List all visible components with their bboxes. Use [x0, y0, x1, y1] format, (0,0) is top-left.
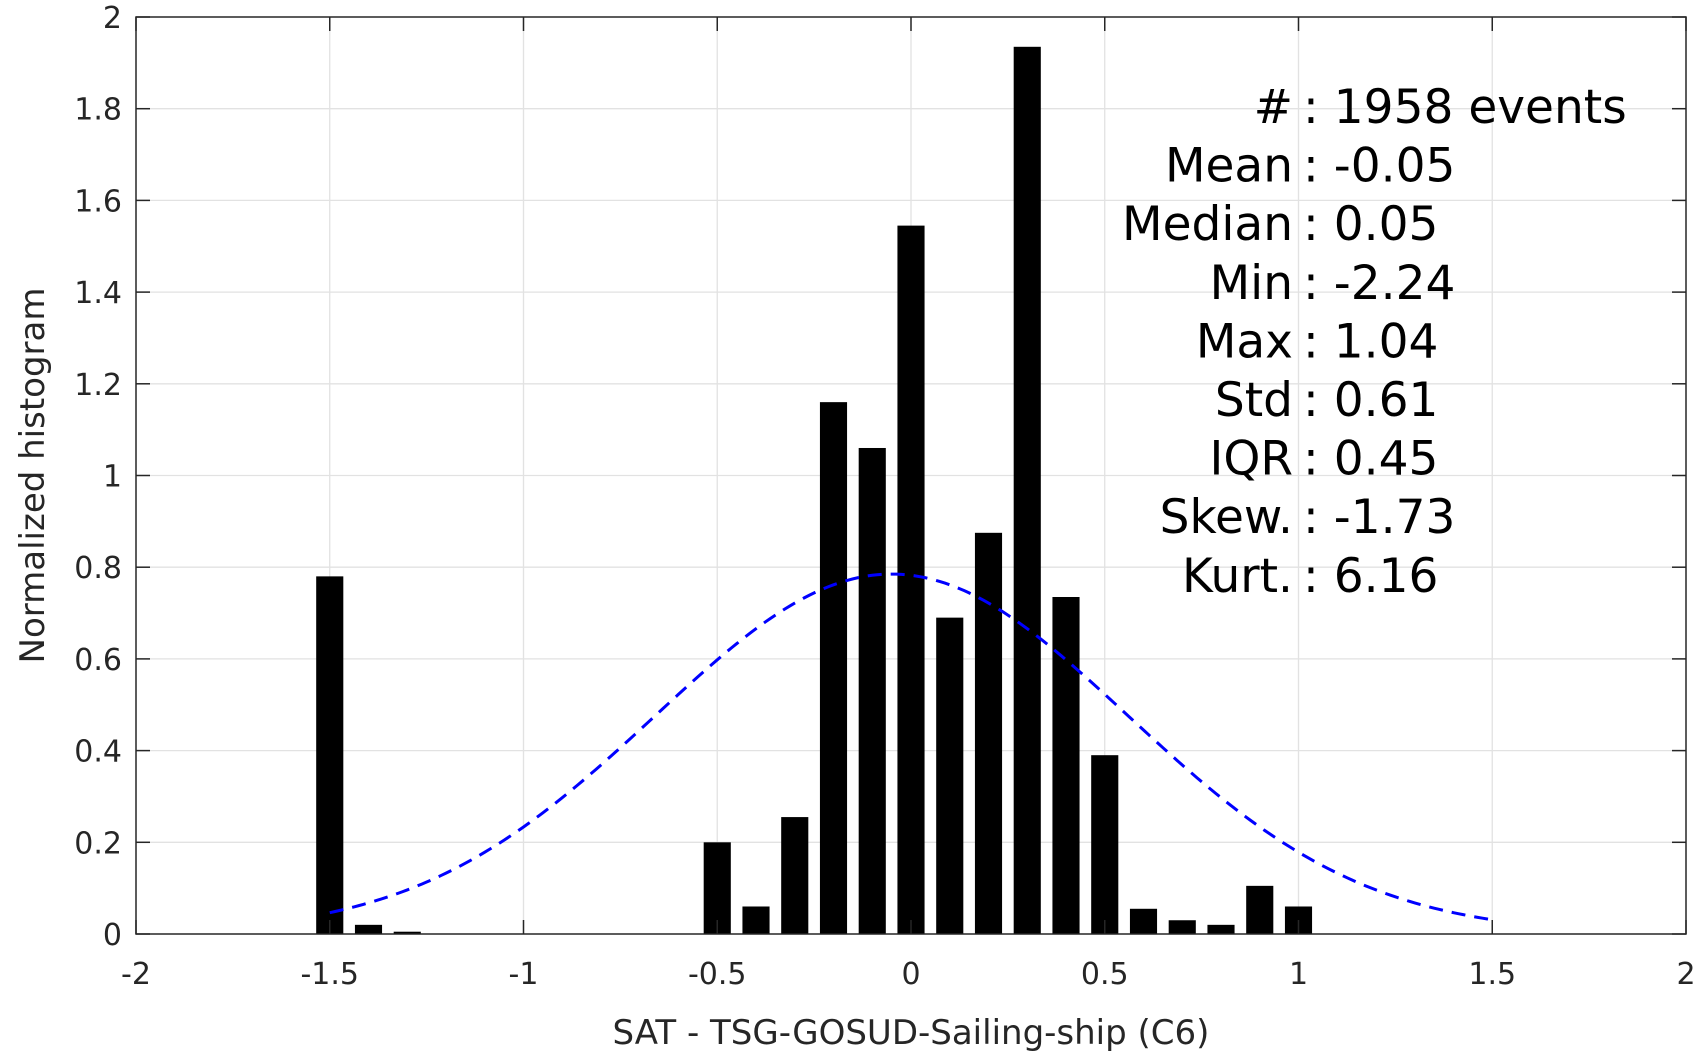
- x-tick-label: 1.5: [1468, 957, 1516, 992]
- x-tick-label: 0.5: [1081, 957, 1129, 992]
- stat-value: : -2.24: [1303, 256, 1455, 311]
- histogram-bar: [742, 906, 770, 934]
- stat-label: Mean: [1165, 139, 1293, 194]
- histogram-bar: [1207, 924, 1235, 934]
- stat-value: : -1.73: [1303, 490, 1455, 545]
- histogram-bar: [354, 924, 383, 934]
- histogram-bar: [781, 817, 809, 934]
- y-tick-label: 0.8: [74, 551, 122, 586]
- histogram-bar: [1052, 597, 1080, 934]
- histogram-bar: [1168, 920, 1196, 934]
- x-tick-label: -2: [121, 957, 151, 992]
- y-tick-label: 1.4: [74, 276, 122, 311]
- y-tick-label: 1.8: [74, 93, 122, 128]
- histogram-bar: [316, 576, 344, 934]
- y-tick-label: 1.2: [74, 368, 122, 403]
- y-tick-label: 2: [103, 1, 122, 36]
- y-tick-label: 1: [103, 460, 122, 495]
- histogram-bar: [393, 931, 421, 934]
- stat-label: Median: [1122, 197, 1293, 252]
- stat-value: : 0.05: [1303, 197, 1438, 252]
- stat-label: Max: [1196, 314, 1293, 369]
- x-tick-label: -1: [509, 957, 539, 992]
- x-tick-label: 2: [1676, 957, 1695, 992]
- y-tick-label: 0.4: [74, 735, 122, 770]
- stat-label: Min: [1210, 256, 1293, 311]
- histogram-bar: [897, 225, 925, 934]
- histogram-bar: [936, 617, 964, 934]
- x-tick-label: 1: [1289, 957, 1308, 992]
- histogram-bar: [819, 402, 848, 934]
- stat-label: Kurt.: [1182, 549, 1293, 604]
- stat-value: : -0.05: [1303, 139, 1455, 194]
- histogram-bar: [858, 447, 886, 934]
- histogram-bar: [703, 842, 731, 934]
- stat-label: Std: [1215, 373, 1293, 428]
- stat-value: : 1958 events: [1303, 80, 1627, 135]
- histogram-bar: [974, 532, 1003, 934]
- histogram-bar: [1129, 908, 1158, 934]
- stat-value: : 0.61: [1303, 373, 1438, 428]
- y-tick-label: 0.6: [74, 643, 122, 678]
- x-tick-label: 0: [901, 957, 920, 992]
- y-axis-label: Normalized histogram: [13, 288, 53, 664]
- stat-label: #: [1254, 80, 1293, 135]
- axis-ticks: [135, 16, 1687, 935]
- histogram-bar: [1091, 755, 1119, 934]
- histogram-bar: [1246, 885, 1274, 934]
- gaussian-fit-curve: [329, 572, 1493, 922]
- x-tick-label: -1.5: [300, 957, 359, 992]
- y-tick-label: 0.2: [74, 826, 122, 861]
- stat-label: IQR: [1209, 432, 1293, 487]
- x-axis-label: SAT - TSG-GOSUD-Sailing-ship (C6): [613, 1013, 1210, 1053]
- stat-value: : 6.16: [1303, 549, 1438, 604]
- x-tick-label: -0.5: [688, 957, 747, 992]
- y-tick-label: 0: [103, 918, 122, 953]
- y-tick-label: 1.6: [74, 184, 122, 219]
- histogram-bar: [1013, 46, 1041, 935]
- stat-value: : 0.45: [1303, 432, 1438, 487]
- x-tick-labels: -2 -1.5 -1 -0.5 0 0.5 1 1.5 2: [121, 957, 1696, 992]
- stat-label: Skew.: [1160, 490, 1293, 545]
- y-tick-labels: 0 0.2 0.4 0.6 0.8 1 1.2 1.4 1.6 1.8 2: [74, 1, 122, 953]
- stat-value: : 1.04: [1303, 314, 1438, 369]
